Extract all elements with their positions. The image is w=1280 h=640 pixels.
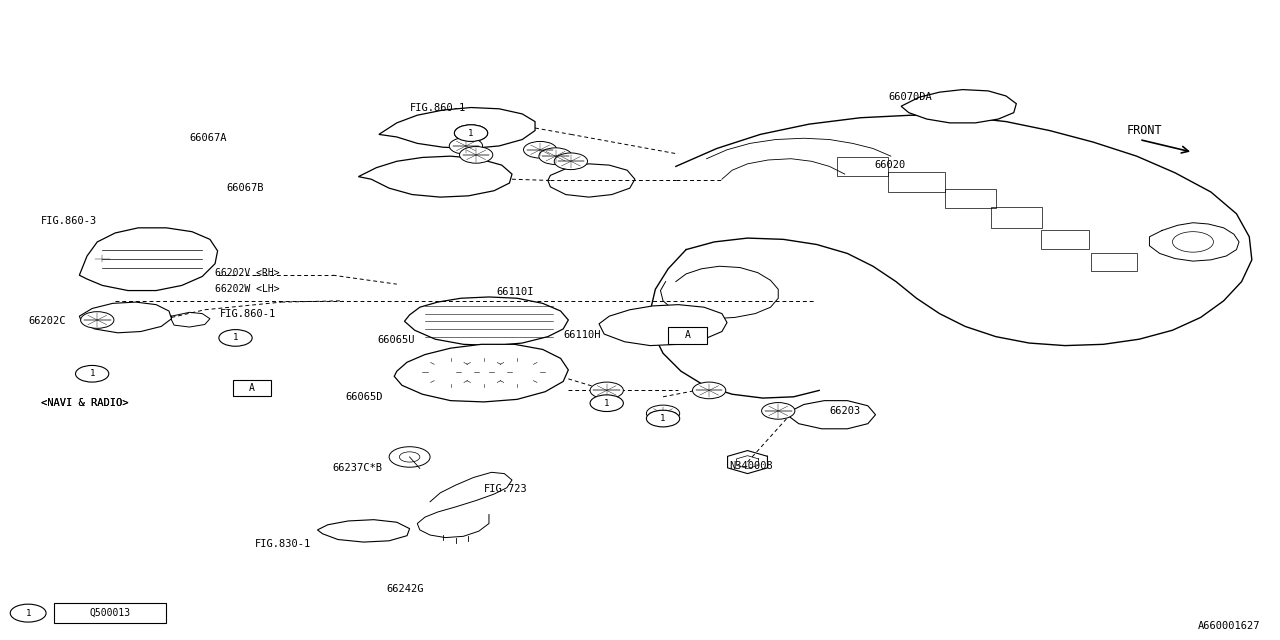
Polygon shape bbox=[358, 156, 512, 197]
Circle shape bbox=[389, 447, 430, 467]
Text: A660001627: A660001627 bbox=[1198, 621, 1261, 631]
Bar bbox=[1091, 253, 1137, 271]
Polygon shape bbox=[404, 297, 568, 346]
Polygon shape bbox=[317, 520, 410, 542]
Text: 66237C*B: 66237C*B bbox=[333, 463, 383, 474]
Text: 66020: 66020 bbox=[874, 160, 905, 170]
Circle shape bbox=[692, 382, 726, 399]
Text: <NAVI & RADIO>: <NAVI & RADIO> bbox=[41, 398, 128, 408]
Bar bbox=[617, 317, 637, 330]
Text: 66202C: 66202C bbox=[28, 316, 65, 326]
Text: 1: 1 bbox=[90, 369, 95, 378]
Text: 66203: 66203 bbox=[829, 406, 860, 416]
Polygon shape bbox=[394, 344, 568, 402]
Bar bbox=[668, 327, 707, 344]
Bar bbox=[1041, 230, 1089, 249]
Text: 1: 1 bbox=[604, 399, 609, 408]
Text: 66070DA: 66070DA bbox=[888, 92, 932, 102]
Circle shape bbox=[590, 382, 623, 399]
Circle shape bbox=[646, 405, 680, 422]
Circle shape bbox=[219, 330, 252, 346]
Text: 1: 1 bbox=[660, 414, 666, 423]
Text: 1: 1 bbox=[233, 333, 238, 342]
Text: 66202V <RH>: 66202V <RH> bbox=[215, 268, 279, 278]
Circle shape bbox=[10, 604, 46, 622]
Text: FIG.860-1: FIG.860-1 bbox=[410, 102, 466, 113]
Text: 1: 1 bbox=[26, 609, 31, 618]
Text: N340008: N340008 bbox=[730, 461, 773, 471]
Circle shape bbox=[454, 125, 488, 141]
Bar bbox=[837, 157, 888, 176]
Polygon shape bbox=[79, 228, 218, 291]
Text: A: A bbox=[250, 383, 255, 393]
Polygon shape bbox=[599, 305, 727, 346]
Bar bbox=[643, 317, 663, 330]
Bar bbox=[991, 207, 1042, 228]
Bar bbox=[54, 603, 166, 623]
Text: <NAVI & RADIO>: <NAVI & RADIO> bbox=[41, 398, 128, 408]
Polygon shape bbox=[379, 108, 535, 148]
Text: FIG.860-1: FIG.860-1 bbox=[220, 308, 276, 319]
Bar bbox=[694, 317, 714, 330]
Circle shape bbox=[454, 125, 488, 141]
Bar bbox=[945, 189, 996, 208]
Text: 66065D: 66065D bbox=[346, 392, 383, 402]
Text: 66110H: 66110H bbox=[563, 330, 600, 340]
Text: 66065U: 66065U bbox=[378, 335, 415, 346]
Circle shape bbox=[524, 141, 557, 158]
Text: 66067B: 66067B bbox=[227, 183, 264, 193]
Circle shape bbox=[554, 153, 588, 170]
Bar bbox=[233, 380, 271, 396]
Polygon shape bbox=[901, 90, 1016, 123]
Circle shape bbox=[539, 148, 572, 164]
Bar bbox=[668, 317, 689, 330]
Polygon shape bbox=[79, 302, 172, 333]
Polygon shape bbox=[788, 401, 876, 429]
Circle shape bbox=[76, 365, 109, 382]
Text: Q500013: Q500013 bbox=[90, 608, 131, 618]
Circle shape bbox=[81, 312, 114, 328]
Text: 66242G: 66242G bbox=[387, 584, 424, 594]
Text: A: A bbox=[685, 330, 690, 340]
Circle shape bbox=[762, 403, 795, 419]
Circle shape bbox=[449, 138, 483, 154]
Circle shape bbox=[460, 147, 493, 163]
Text: 66067A: 66067A bbox=[189, 133, 227, 143]
Text: 66202W <LH>: 66202W <LH> bbox=[215, 284, 279, 294]
Circle shape bbox=[646, 410, 680, 427]
Text: FRONT: FRONT bbox=[1126, 124, 1162, 137]
Polygon shape bbox=[548, 164, 635, 197]
Text: FIG.830-1: FIG.830-1 bbox=[255, 539, 311, 549]
Circle shape bbox=[590, 395, 623, 412]
Text: FIG.860-3: FIG.860-3 bbox=[41, 216, 97, 227]
Text: 1: 1 bbox=[468, 129, 474, 138]
Bar bbox=[888, 172, 945, 192]
Text: FIG.723: FIG.723 bbox=[484, 484, 527, 494]
Text: 66110I: 66110I bbox=[497, 287, 534, 297]
